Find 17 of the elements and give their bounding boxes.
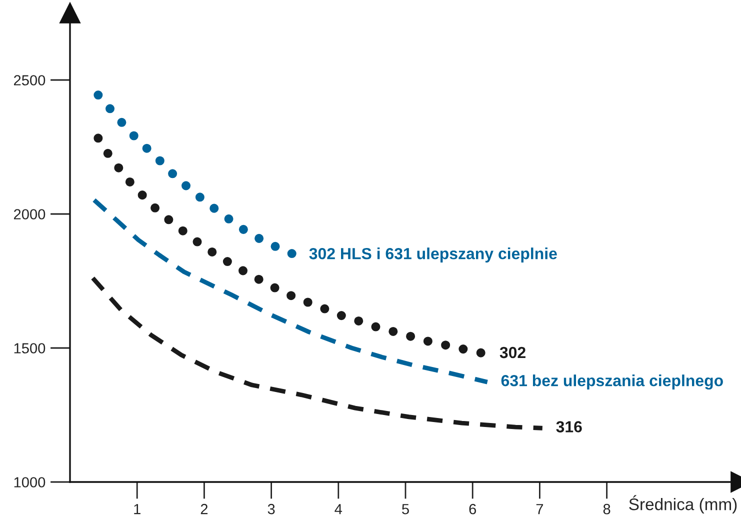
x-tick-label: 2 bbox=[200, 504, 208, 514]
series-label: 631 bez ulepszania cieplnego bbox=[501, 374, 723, 390]
x-tick-label: 7 bbox=[536, 504, 544, 514]
series-label: 316 bbox=[556, 421, 582, 432]
y-tick-label: 1500 bbox=[14, 343, 46, 354]
y-tick-label: 2500 bbox=[14, 75, 46, 86]
y-tick-label: 2000 bbox=[14, 209, 46, 220]
x-tick-label: 8 bbox=[603, 504, 610, 514]
series-label: 302 bbox=[500, 346, 526, 358]
x-tick-label: 5 bbox=[402, 504, 409, 514]
x-tick-label: 6 bbox=[469, 504, 476, 514]
series-label: 302 HLS i 631 ulepszany cieplnie bbox=[309, 248, 557, 262]
y-tick-label: 1000 bbox=[14, 477, 46, 488]
x-tick-label: 3 bbox=[268, 504, 275, 514]
x-tick-label: 4 bbox=[334, 504, 342, 514]
x-axis-title: Średnica (mm) bbox=[629, 495, 737, 514]
x-tick-label: 1 bbox=[134, 504, 140, 514]
